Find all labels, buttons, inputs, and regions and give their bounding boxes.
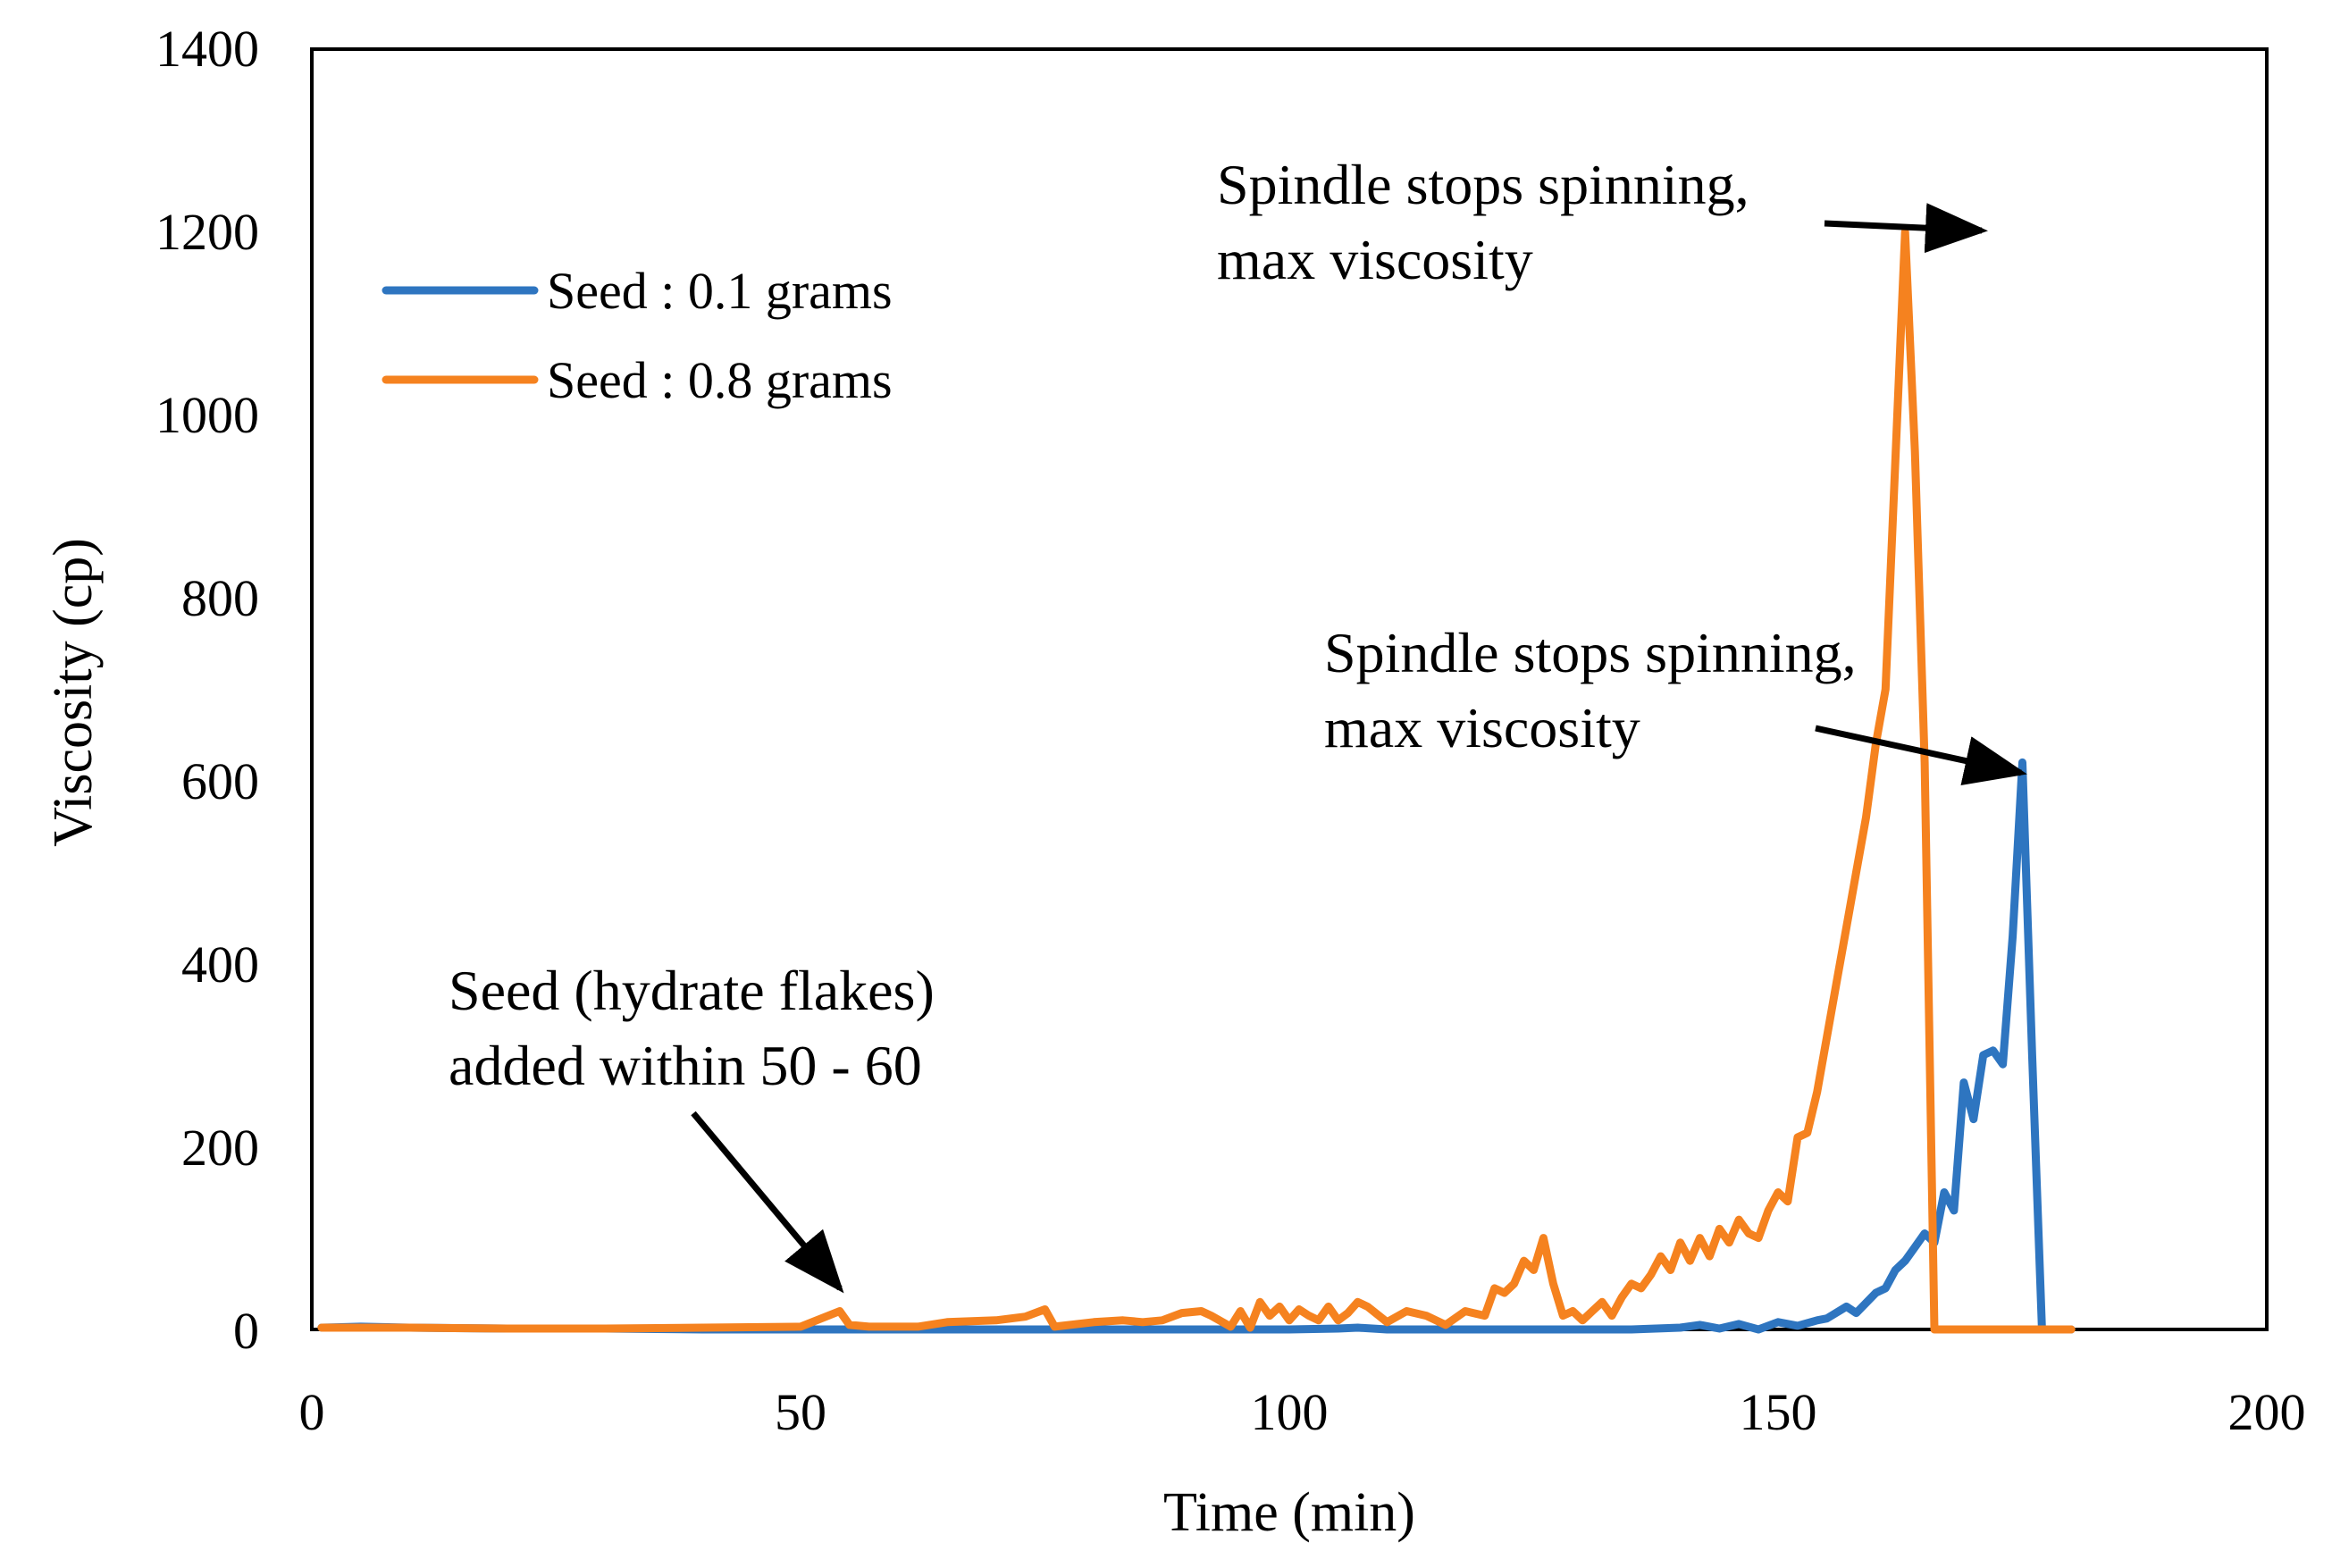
annotation-text: Spindle stops spinning, — [1217, 153, 1749, 216]
legend: Seed : 0.1 grams Seed : 0.8 grams — [382, 262, 893, 409]
annotation-arrow — [1824, 203, 1988, 254]
x-tick-label: 150 — [1740, 1383, 1817, 1441]
annotation-text: Seed (hydrate flakes) — [449, 959, 935, 1022]
legend-label-seed-0-8-grams: Seed : 0.8 grams — [547, 351, 893, 409]
annotation-arrow — [691, 1111, 844, 1294]
x-tick-label: 0 — [299, 1383, 325, 1441]
y-tick-label: 1200 — [155, 203, 259, 261]
y-tick-labels: 0 200 400 600 800 1000 1200 1400 — [155, 20, 259, 1360]
annotation-arrow — [1815, 725, 2027, 785]
annotation-seed-added: Seed (hydrate flakes) added within 50 - … — [449, 959, 935, 1294]
y-tick-label: 800 — [181, 569, 259, 627]
series-line-seed-0-1-grams — [317, 758, 2076, 1334]
y-tick-label: 400 — [181, 935, 259, 994]
y-tick-label: 1000 — [155, 386, 259, 444]
y-tick-label: 200 — [181, 1119, 259, 1177]
annotation-text: max viscosity — [1324, 696, 1640, 759]
x-tick-label: 100 — [1251, 1383, 1329, 1441]
legend-label-seed-0-1-grams: Seed : 0.1 grams — [547, 262, 893, 320]
x-tick-label: 200 — [2228, 1383, 2306, 1441]
y-tick-label: 1400 — [155, 20, 259, 78]
x-tick-labels: 0 50 100 150 200 — [299, 1383, 2306, 1441]
annotation-blue-peak: Spindle stops spinning, max viscosity — [1324, 621, 2027, 785]
y-tick-label: 0 — [233, 1302, 259, 1360]
annotation-text: Spindle stops spinning, — [1324, 621, 1857, 684]
y-tick-label: 600 — [181, 752, 259, 810]
annotation-orange-peak: Spindle stops spinning, max viscosity — [1217, 153, 1988, 291]
series-line-seed-0-8-grams — [317, 228, 2076, 1334]
x-tick-label: 50 — [775, 1383, 826, 1441]
annotation-text: added within 50 - 60 — [449, 1034, 922, 1097]
x-axis-title: Time (min) — [1163, 1482, 1415, 1543]
annotation-text: max viscosity — [1217, 228, 1533, 291]
y-axis-title: Viscosity (cp) — [43, 538, 104, 847]
